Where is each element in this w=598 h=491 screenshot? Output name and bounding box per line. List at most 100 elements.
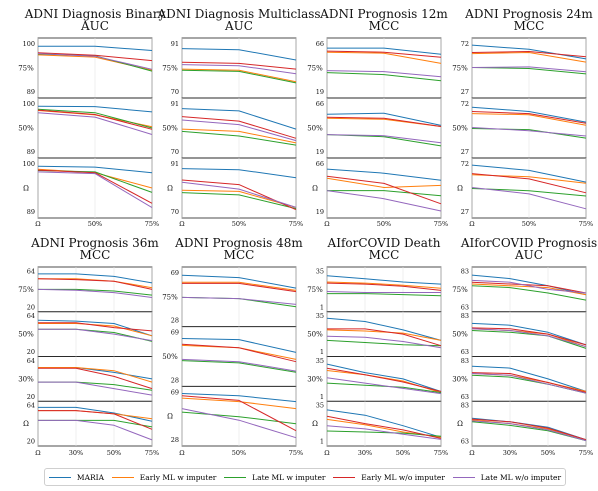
series-line-late-ml-w-imputer (181, 192, 297, 210)
x-tick-label: Ω (179, 220, 184, 228)
y-tick-label: 1 (320, 303, 324, 311)
chart-legend: MARIA Early ML w imputer Late ML w imputer… (44, 468, 566, 486)
series-line-late-ml-w-imputer (37, 108, 153, 129)
series-line-early-ml-w-imputer (471, 113, 587, 126)
series-line-early-ml-w-o-imputer (38, 410, 153, 430)
y-tick-label: 66 (316, 100, 324, 108)
series-line-early-ml-w-imputer (181, 68, 297, 83)
series-line-late-ml-w-o-imputer (471, 279, 587, 294)
panel-title: ADNI Diagnosis Multiclass (156, 7, 320, 21)
row-label: 50% (162, 353, 178, 361)
panel-title: ADNI Prognosis 12m (319, 7, 448, 21)
y-tick-label: 20 (27, 303, 35, 311)
series-line-late-ml-w-o-imputer (471, 127, 587, 137)
y-tick-label: 64 (27, 357, 35, 365)
row-label: Ω (167, 185, 173, 193)
subplot-frame (326, 311, 442, 357)
subplot-frame (37, 356, 153, 402)
legend-item-maria: MARIA (48, 472, 105, 482)
series-line-maria (37, 165, 153, 174)
row-label: 30% (452, 375, 468, 383)
series-line-maria (471, 164, 587, 183)
x-tick-label: 75% (289, 220, 303, 228)
series-line-late-ml-w-imputer (181, 360, 297, 373)
row-label: Ω (457, 185, 463, 193)
row-label: Ω (23, 185, 29, 193)
row-label: 75% (18, 65, 34, 73)
panel-title: ADNI Diagnosis Binary (24, 7, 166, 21)
x-tick-label: 30% (503, 449, 517, 457)
series-line-late-ml-w-imputer (471, 330, 587, 349)
series-line-early-ml-w-imputer (471, 52, 587, 63)
y-tick-label: 83 (461, 312, 469, 320)
legend-label: MARIA (76, 472, 105, 482)
series-line-late-ml-w-o-imputer (471, 420, 587, 442)
y-tick-label: 64 (27, 267, 35, 275)
y-tick-label: 69 (171, 388, 179, 396)
series-line-early-ml-w-imputer (181, 128, 297, 144)
series-line-early-ml-w-o-imputer (37, 52, 153, 62)
series-line-early-ml-w-o-imputer (181, 343, 297, 363)
x-tick-label: 50% (232, 220, 246, 228)
x-tick-label: 75% (434, 220, 448, 228)
legend-swatch (111, 476, 134, 478)
y-tick-label: 91 (171, 160, 179, 168)
series-line-late-ml-w-imputer (326, 430, 442, 437)
y-tick-label: 27 (461, 88, 469, 96)
x-tick-label: 50% (522, 220, 536, 228)
panel-title: AUC (80, 19, 109, 33)
row-label: 75% (307, 65, 323, 73)
series-line-maria (181, 274, 297, 289)
series-line-early-ml-w-o-imputer (38, 367, 153, 390)
y-tick-label: 1 (320, 393, 324, 401)
series-line-maria (471, 365, 587, 392)
series-line-maria (471, 274, 587, 296)
row-label: 75% (18, 286, 34, 294)
row-label: Ω (312, 185, 318, 193)
row-label: 75% (452, 286, 468, 294)
legend-item-late-ml-w-o-imputer: Late ML w/o imputer (452, 473, 561, 482)
series-line-early-ml-w-o-imputer (471, 281, 587, 294)
series-line-maria (37, 105, 153, 113)
x-tick-label: Ω (469, 220, 474, 228)
series-line-late-ml-w-imputer (471, 67, 587, 75)
x-tick-label: 75% (579, 449, 593, 457)
row-label: Ω (457, 420, 463, 428)
series-line-early-ml-w-imputer (326, 51, 442, 64)
series-line-late-ml-w-o-imputer (37, 288, 153, 298)
chart-panel-aiforcovid-prognosis: AIforCOVID PrognosisAUC836375%836350%836… (452, 236, 597, 457)
y-tick-label: 20 (27, 348, 35, 356)
x-tick-label: 75% (434, 449, 448, 457)
x-tick-label: 30% (69, 449, 83, 457)
chart-panel-adni-prognosis-12m: ADNI Prognosis 12mMCC661975%661950%6619Ω… (307, 7, 448, 228)
series-line-late-ml-w-o-imputer (38, 328, 153, 342)
series-line-late-ml-w-o-imputer (326, 134, 442, 144)
y-tick-label: 70 (171, 88, 179, 96)
series-line-late-ml-w-o-imputer (326, 425, 442, 440)
series-line-late-ml-w-o-imputer (37, 112, 153, 135)
series-line-early-ml-w-o-imputer (326, 367, 442, 392)
series-line-early-ml-w-imputer (326, 329, 442, 341)
panel-title: AIforCOVID Prognosis (460, 236, 597, 250)
series-line-maria (38, 406, 153, 422)
row-label: 75% (307, 286, 323, 294)
series-line-late-ml-w-imputer (326, 72, 442, 82)
y-tick-label: 100 (23, 100, 35, 108)
series-line-early-ml-w-o-imputer (326, 50, 442, 58)
y-tick-label: 20 (27, 393, 35, 401)
row-label: Ω (312, 420, 318, 428)
series-line-late-ml-w-imputer (471, 285, 587, 301)
row-label: 50% (307, 331, 323, 339)
chart-panel-adni-prognosis-24m: ADNI Prognosis 24mMCC722775%722750%7227Ω… (452, 7, 593, 228)
series-line-late-ml-w-o-imputer (471, 328, 587, 348)
series-line-late-ml-w-imputer (181, 411, 297, 425)
series-line-early-ml-w-imputer (326, 281, 442, 289)
panel-title: AIforCOVID Death (327, 236, 441, 250)
series-line-maria (471, 322, 587, 346)
subplot-frame (326, 400, 442, 447)
legend-swatch (48, 476, 71, 478)
x-tick-label: 50% (107, 449, 121, 457)
series-line-early-ml-w-o-imputer (181, 61, 297, 70)
